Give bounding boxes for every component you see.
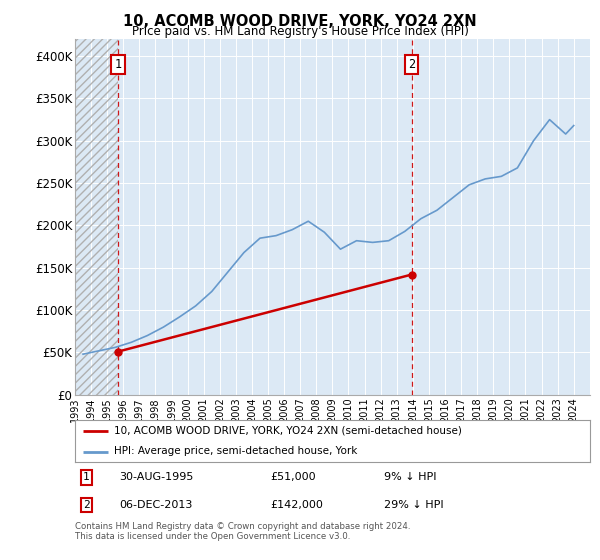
Text: Price paid vs. HM Land Registry's House Price Index (HPI): Price paid vs. HM Land Registry's House … xyxy=(131,25,469,38)
Text: 1: 1 xyxy=(83,473,90,482)
Text: £51,000: £51,000 xyxy=(271,473,316,482)
Text: 30-AUG-1995: 30-AUG-1995 xyxy=(119,473,193,482)
Text: £142,000: £142,000 xyxy=(271,500,323,510)
Text: 2: 2 xyxy=(83,500,90,510)
Text: HPI: Average price, semi-detached house, York: HPI: Average price, semi-detached house,… xyxy=(113,446,357,456)
Text: 9% ↓ HPI: 9% ↓ HPI xyxy=(384,473,436,482)
Text: Contains HM Land Registry data © Crown copyright and database right 2024.
This d: Contains HM Land Registry data © Crown c… xyxy=(75,522,410,542)
Text: 06-DEC-2013: 06-DEC-2013 xyxy=(119,500,192,510)
Text: 10, ACOMB WOOD DRIVE, YORK, YO24 2XN (semi-detached house): 10, ACOMB WOOD DRIVE, YORK, YO24 2XN (se… xyxy=(113,426,461,436)
Text: 1: 1 xyxy=(115,58,122,71)
Text: 10, ACOMB WOOD DRIVE, YORK, YO24 2XN: 10, ACOMB WOOD DRIVE, YORK, YO24 2XN xyxy=(123,14,477,29)
Text: 2: 2 xyxy=(408,58,415,71)
Text: 29% ↓ HPI: 29% ↓ HPI xyxy=(384,500,443,510)
